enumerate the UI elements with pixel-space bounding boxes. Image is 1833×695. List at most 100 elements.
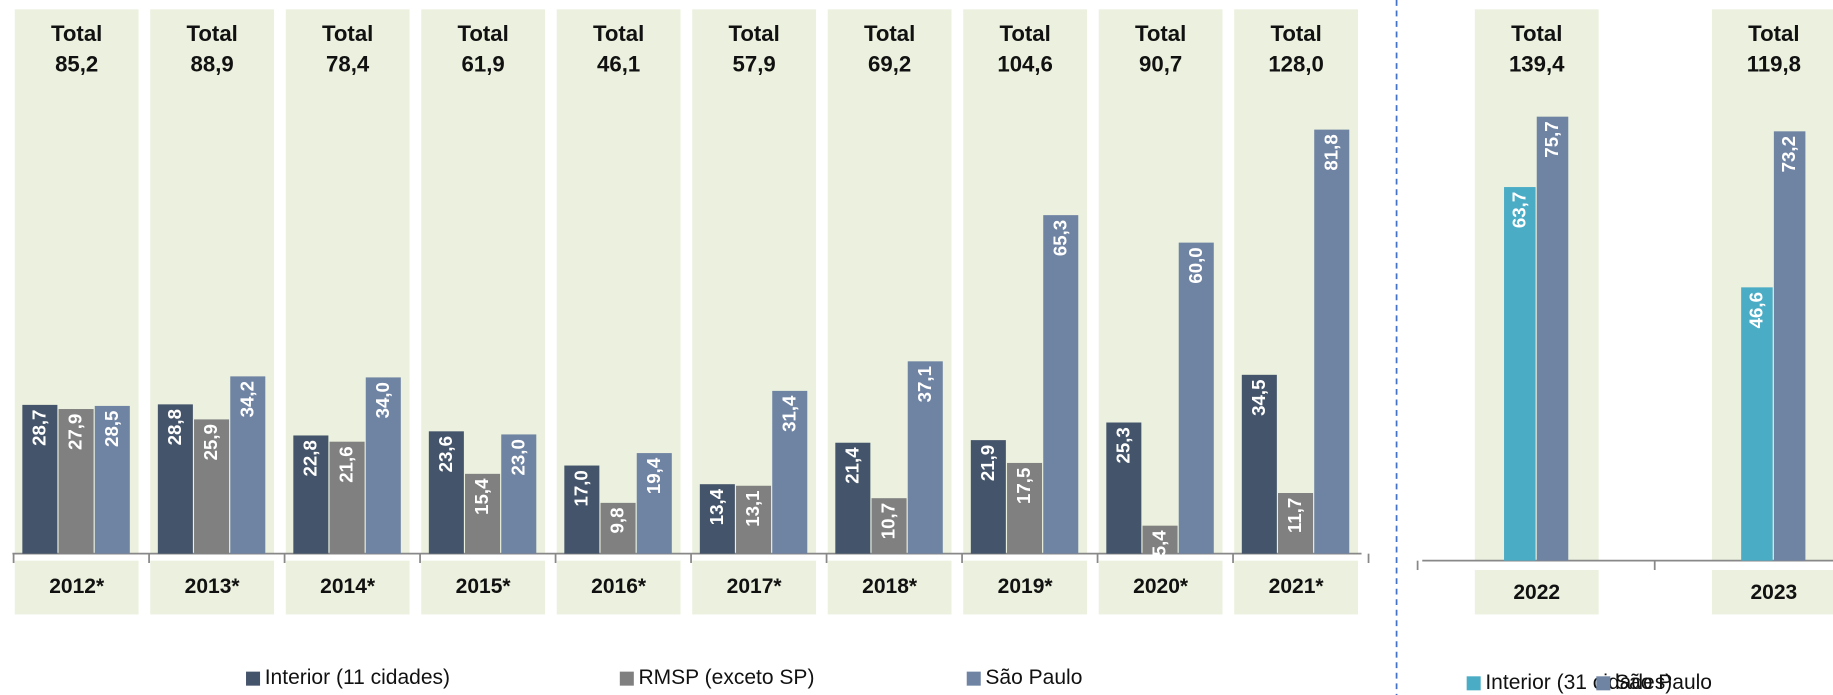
value-label: 28,8 (164, 409, 185, 445)
category-label: 2013* (185, 575, 241, 598)
value-label: 34,0 (372, 382, 393, 418)
legend-label: Interior (11 cidades) (265, 666, 450, 689)
bar (293, 435, 329, 554)
bar (1241, 374, 1277, 554)
category-label: 2021* (1269, 575, 1325, 598)
category-label: 2016* (591, 575, 647, 598)
bar (1142, 525, 1178, 554)
category-label: 2023 (1750, 581, 1797, 604)
value-label: 37,1 (914, 366, 935, 402)
bar (1773, 131, 1806, 561)
bar (1007, 462, 1043, 554)
total-label: Total (51, 21, 102, 46)
category-panel (285, 560, 410, 615)
total-label: Total (1270, 21, 1321, 46)
bar (835, 442, 871, 554)
total-value: 139,4 (1509, 51, 1565, 76)
category-label: 2020* (1133, 575, 1189, 598)
total-value: 128,0 (1268, 51, 1324, 76)
bar (1178, 242, 1214, 554)
bar (365, 377, 401, 554)
value-label: 34,2 (236, 381, 257, 417)
bar (564, 465, 600, 554)
total-label: Total (999, 21, 1050, 46)
value-label: 27,9 (65, 414, 86, 450)
bar (1043, 215, 1079, 554)
total-label: Total (457, 21, 508, 46)
value-label: 22,8 (299, 440, 320, 476)
value-label: 5,4 (1149, 530, 1170, 557)
category-panel (421, 560, 546, 615)
value-label: 65,3 (1049, 220, 1070, 256)
bar (428, 431, 464, 554)
value-label: 28,7 (28, 410, 49, 446)
bar (465, 473, 501, 554)
value-label: 11,7 (1284, 498, 1305, 533)
bar (94, 405, 130, 554)
category-label: 2015* (456, 575, 512, 598)
value-label: 17,0 (570, 470, 591, 506)
category-label: 2014* (320, 575, 376, 598)
bar (1741, 287, 1773, 561)
category-panel (1234, 560, 1359, 615)
legend-swatch (246, 671, 261, 686)
category-panel (827, 560, 952, 615)
category-panel (150, 560, 275, 615)
total-label: Total (322, 21, 373, 46)
bar (501, 434, 537, 554)
value-label: 19,4 (643, 457, 664, 494)
value-label: 13,4 (706, 488, 727, 525)
category-panel (556, 560, 681, 615)
legend-label: RMSP (exceto SP) (639, 666, 815, 689)
total-label: Total (728, 21, 779, 46)
value-label: 21,9 (977, 445, 998, 481)
bar (1314, 129, 1350, 554)
bar (736, 485, 772, 554)
category-panel (963, 560, 1088, 615)
total-value: 88,9 (191, 51, 234, 76)
legend-swatch (966, 671, 981, 686)
total-label: Total (1511, 21, 1562, 46)
value-label: 28,5 (101, 411, 122, 447)
legend-label: São Paulo (1615, 671, 1712, 694)
bar (230, 376, 266, 554)
legend-swatch (619, 671, 634, 686)
value-label: 23,6 (435, 436, 456, 472)
bar (22, 404, 58, 554)
value-label: 31,4 (778, 395, 799, 432)
value-label: 75,7 (1541, 121, 1562, 157)
value-label: 73,2 (1778, 136, 1799, 172)
bar (194, 419, 230, 554)
total-value: 85,2 (55, 51, 98, 76)
bar (636, 453, 672, 554)
total-label: Total (593, 21, 644, 46)
category-panel (1474, 570, 1599, 615)
bar (1106, 422, 1142, 554)
value-label: 23,0 (507, 439, 528, 475)
total-value: 46,1 (597, 51, 640, 76)
category-label: 2018* (862, 575, 918, 598)
bar (699, 484, 735, 554)
legend-label: Interior (31 cidades) (1485, 671, 1672, 694)
value-label: 25,3 (1112, 427, 1133, 463)
category-panel (692, 560, 817, 615)
bar (1278, 493, 1314, 554)
value-label: 21,6 (336, 446, 357, 482)
value-label: 60,0 (1185, 247, 1206, 283)
value-label: 81,8 (1320, 134, 1341, 170)
category-panel (1711, 570, 1833, 615)
legend-swatch (1466, 676, 1481, 691)
total-value: 57,9 (733, 51, 776, 76)
category-label: 2022 (1513, 581, 1560, 604)
total-value: 69,2 (868, 51, 911, 76)
bar (1536, 116, 1569, 561)
total-value: 104,6 (997, 51, 1053, 76)
total-value: 90,7 (1139, 51, 1182, 76)
legend-swatch (1596, 676, 1611, 691)
value-label: 63,7 (1508, 192, 1529, 228)
bar (600, 502, 636, 554)
bar (157, 404, 193, 554)
bar (329, 441, 365, 554)
value-label: 25,9 (200, 424, 221, 460)
